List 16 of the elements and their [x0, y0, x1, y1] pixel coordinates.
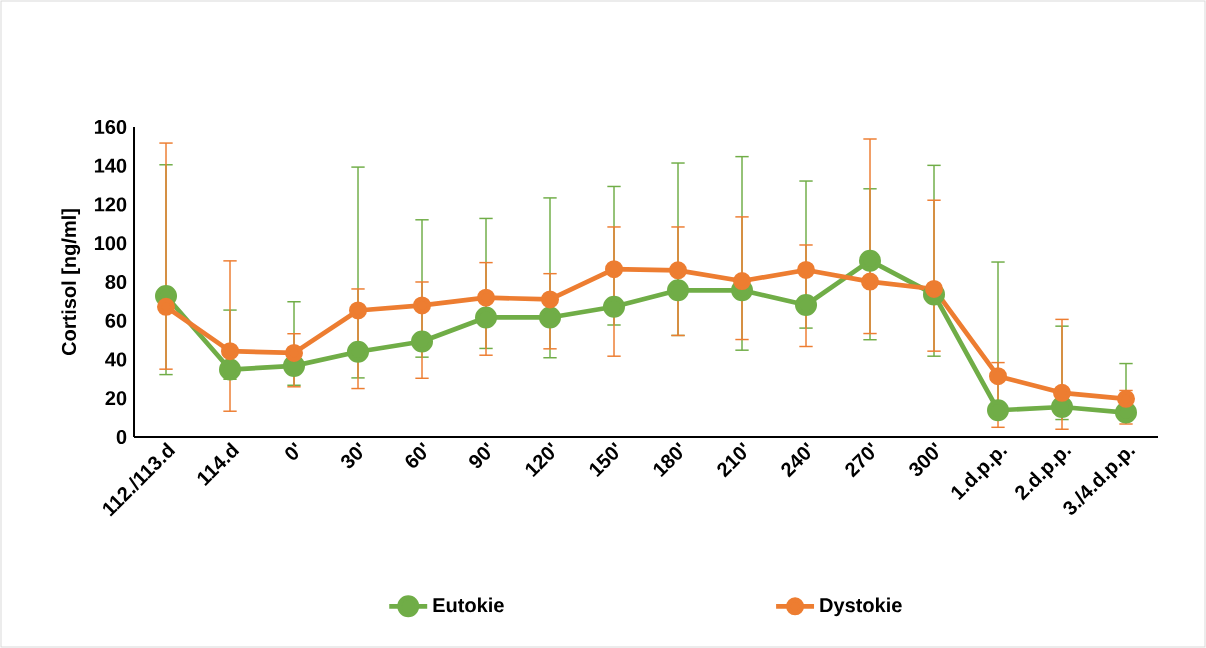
y-tick-label: 60: [105, 313, 127, 328]
x-tick-label: 30': [341, 442, 363, 469]
y-tick-label: 0: [116, 429, 127, 445]
x-tick-label: 0': [285, 442, 299, 460]
y-tick-label: 120: [94, 197, 127, 212]
y-tick-label: 140: [94, 158, 127, 173]
y-tick-label: 80: [105, 274, 127, 290]
x-tick-label: 90': [469, 442, 491, 469]
legend-label: Eutokie: [433, 597, 504, 613]
x-tick-label: 60': [405, 442, 427, 468]
y-tick-label: 160: [94, 119, 127, 135]
y-axis-title: Cortisol [ng/ml]: [61, 209, 81, 356]
y-tick-label: 20: [105, 391, 127, 406]
y-tick-label: 40: [105, 352, 127, 367]
legend-label: Dystokie: [820, 597, 902, 617]
y-tick-label: 100: [94, 236, 127, 251]
